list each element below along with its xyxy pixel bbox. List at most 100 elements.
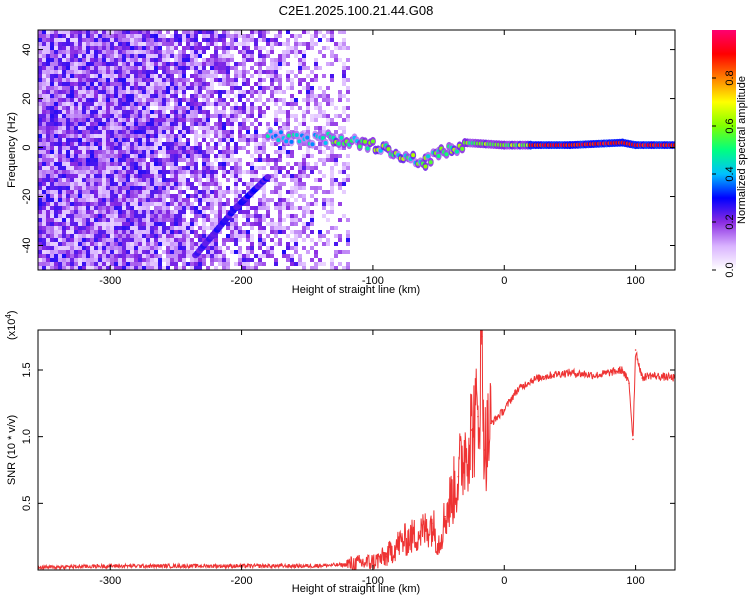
heatmap-cell — [90, 74, 94, 78]
heatmap-cell — [82, 150, 86, 154]
heatmap-cell — [58, 234, 62, 238]
heatmap-cell — [114, 118, 118, 122]
heatmap-cell — [50, 250, 54, 254]
heatmap-cell — [282, 230, 286, 234]
heatmap-cell — [274, 62, 278, 66]
heatmap-cell — [174, 90, 178, 94]
heatmap-cell — [250, 266, 254, 270]
heatmap-cell — [54, 98, 58, 102]
snr-data-point — [424, 529, 427, 531]
heatmap-cell — [114, 226, 118, 230]
heatmap-cell — [262, 58, 266, 62]
heatmap-cell — [186, 162, 190, 166]
heatmap-cell — [162, 106, 166, 110]
heatmap-cell — [126, 226, 130, 230]
heatmap-cell — [174, 142, 178, 146]
heatmap-cell — [222, 206, 226, 210]
heatmap-cell — [158, 170, 162, 174]
heatmap-cell — [66, 50, 70, 54]
heatmap-cell — [78, 246, 82, 250]
heatmap-cell — [294, 50, 298, 54]
heatmap-cell — [42, 170, 46, 174]
heatmap-cell — [70, 174, 74, 178]
heatmap-cell — [242, 106, 246, 110]
heatmap-cell — [66, 158, 70, 162]
heatmap-cell — [70, 170, 74, 174]
heatmap-cell — [94, 54, 98, 58]
heatmap-cell — [42, 230, 46, 234]
heatmap-cell — [38, 38, 42, 42]
heatmap-cell — [250, 178, 254, 182]
heatmap-cell — [90, 194, 94, 198]
heatmap-cell — [138, 218, 142, 222]
heatmap-cell — [258, 154, 262, 158]
carrier-point — [436, 153, 441, 158]
heatmap-cell — [286, 242, 290, 246]
heatmap-cell — [66, 90, 70, 94]
heatmap-cell — [170, 122, 174, 126]
heatmap-cell — [98, 46, 102, 50]
heatmap-cell — [110, 142, 114, 146]
heatmap-cell — [242, 126, 246, 130]
heatmap-cell — [214, 54, 218, 58]
heatmap-cell — [206, 130, 210, 134]
heatmap-cell — [278, 214, 282, 218]
carrier-point — [428, 160, 433, 165]
heatmap-cell — [138, 86, 142, 90]
heatmap-cell — [130, 90, 134, 94]
carrier-point — [357, 144, 362, 149]
heatmap-cell — [90, 138, 94, 142]
heatmap-cell — [166, 218, 170, 222]
heatmap-cell — [294, 162, 298, 166]
heatmap-cell — [162, 78, 166, 82]
heatmap-cell — [274, 262, 278, 266]
heatmap-cell — [214, 134, 218, 138]
heatmap-cell — [154, 98, 158, 102]
heatmap-cell — [206, 174, 210, 178]
heatmap-cell — [322, 242, 326, 246]
heatmap-cell — [58, 90, 62, 94]
heatmap-cell — [106, 158, 110, 162]
heatmap-cell — [46, 154, 50, 158]
heatmap-cell — [58, 238, 62, 242]
heatmap-cell — [230, 106, 234, 110]
heatmap-cell — [194, 258, 198, 262]
heatmap-cell — [214, 182, 218, 186]
heatmap-cell — [166, 150, 170, 154]
heatmap-cell — [142, 42, 146, 46]
heatmap-cell — [94, 198, 98, 202]
heatmap-cell — [62, 42, 66, 46]
heatmap-cell — [162, 190, 166, 194]
heatmap-cell — [66, 142, 70, 146]
heatmap-cell — [286, 206, 290, 210]
heatmap-cell — [270, 254, 274, 258]
heatmap-cell — [142, 134, 146, 138]
heatmap-cell — [106, 118, 110, 122]
heatmap-cell — [302, 186, 306, 190]
heatmap-cell — [94, 234, 98, 238]
heatmap-cell — [178, 58, 182, 62]
heatmap-cell — [310, 86, 314, 90]
heatmap-cell — [110, 206, 114, 210]
heatmap-cell — [90, 150, 94, 154]
heatmap-cell — [182, 54, 186, 58]
heatmap-cell — [178, 138, 182, 142]
heatmap-cell — [126, 258, 130, 262]
heatmap-cell — [190, 238, 194, 242]
heatmap-cell — [70, 166, 74, 170]
heatmap-cell — [170, 218, 174, 222]
heatmap-cell — [130, 74, 134, 78]
heatmap-cell — [94, 34, 98, 38]
heatmap-cell — [266, 198, 270, 202]
heatmap-cell — [290, 86, 294, 90]
heatmap-cell — [286, 234, 290, 238]
heatmap-cell — [242, 62, 246, 66]
heatmap-cell — [254, 134, 258, 138]
heatmap-cell — [50, 262, 54, 266]
heatmap-cell — [294, 174, 298, 178]
snr-data-point — [632, 438, 634, 441]
heatmap-cell — [118, 86, 122, 90]
heatmap-cell — [158, 214, 162, 218]
heatmap-cell — [342, 66, 346, 70]
heatmap-cell — [58, 250, 62, 254]
